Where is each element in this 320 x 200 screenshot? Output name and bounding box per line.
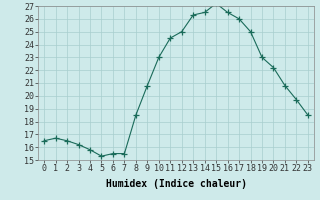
X-axis label: Humidex (Indice chaleur): Humidex (Indice chaleur)	[106, 179, 246, 189]
